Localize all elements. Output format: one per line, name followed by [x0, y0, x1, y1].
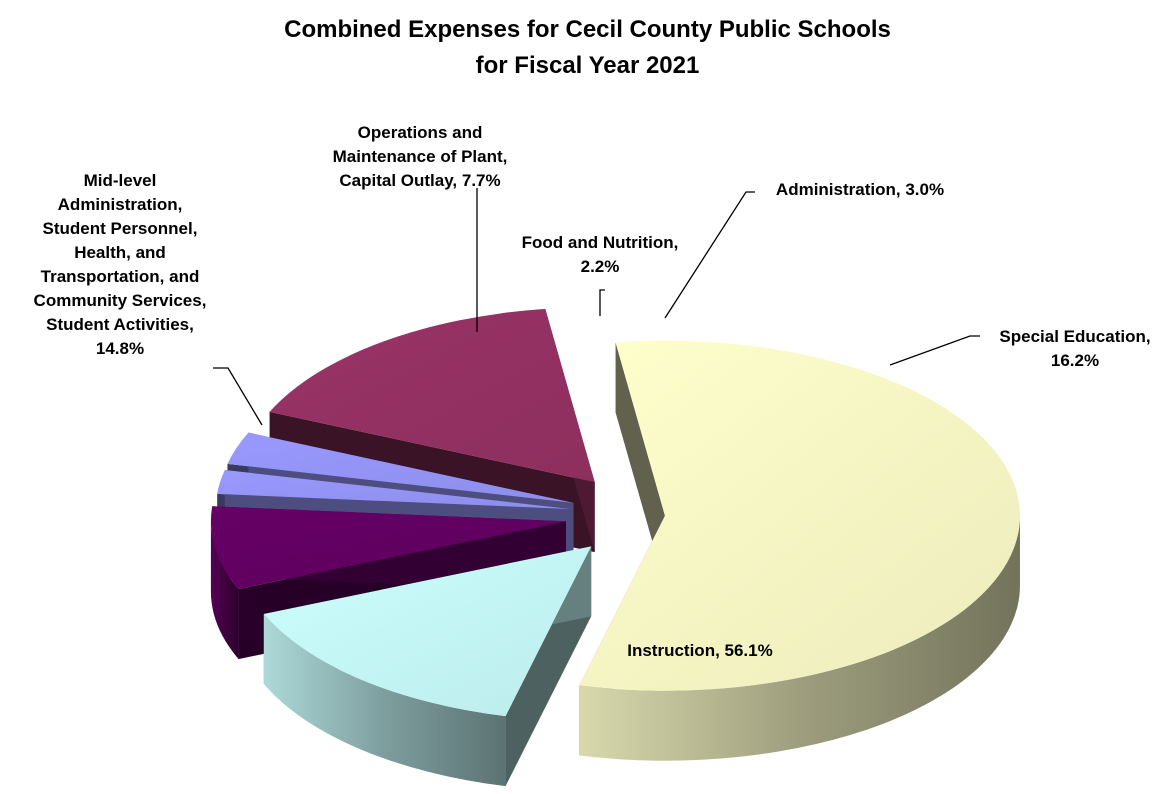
- slice-side: [210, 521, 239, 660]
- slice-instruction: [579, 340, 1020, 691]
- chart-title-line-2: for Fiscal Year 2021: [475, 52, 700, 79]
- data-label-line: Administration,: [58, 195, 183, 214]
- data-label-line: Capital Outlay, 7.7%: [339, 171, 500, 190]
- chart-title-line-1: Combined Expenses for Cecil County Publi…: [284, 16, 891, 43]
- data-label: Food and Nutrition, 2.2%: [522, 233, 679, 276]
- slice-food-and-nutrition: [217, 470, 571, 510]
- data-label: Instruction, 56.1%: [627, 641, 772, 660]
- leader-line: [213, 367, 263, 426]
- pie-sides: [210, 308, 1020, 787]
- data-label-line: Administration, 3.0%: [776, 180, 944, 199]
- data-label-line: Student Personnel,: [43, 219, 198, 238]
- data-label-line: Health, and: [74, 243, 166, 262]
- slice-special-education: [269, 308, 595, 483]
- data-label: Operations and Maintenance of Plant, Capit…: [333, 123, 508, 190]
- data-label-line: Community Services,: [34, 291, 207, 310]
- slice-side: [263, 614, 506, 787]
- data-label-line: Student Activities,: [46, 315, 194, 334]
- data-label-line: Instruction, 56.1%: [627, 641, 772, 660]
- slice-operations-and-maintenance-of-plant: [210, 506, 566, 590]
- leader-line: [889, 335, 980, 366]
- data-label-line: Maintenance of Plant,: [333, 147, 508, 166]
- data-label-line: Transportation, and: [41, 267, 200, 286]
- data-label-line: 14.8%: [96, 339, 144, 358]
- leader-line: [664, 191, 755, 319]
- data-label-line: Special Education,: [999, 327, 1150, 346]
- data-label: Mid-level Administration, Student Personne…: [34, 171, 207, 358]
- slice-wall: [615, 342, 665, 586]
- data-label: Administration, 3.0%: [776, 180, 944, 199]
- slice-mid-level-administration: [263, 546, 592, 717]
- leader-line: [599, 289, 605, 316]
- data-label-line: 2.2%: [581, 257, 620, 276]
- data-label: Special Education, 16.2%: [999, 327, 1150, 370]
- data-label-line: 16.2%: [1051, 351, 1099, 370]
- data-label-line: Operations and: [358, 123, 483, 142]
- data-label-line: Food and Nutrition,: [522, 233, 679, 252]
- data-label-line: Mid-level: [84, 171, 157, 190]
- chart-title: Combined Expenses for Cecil County Publi…: [0, 12, 1175, 84]
- slice-administration: [227, 432, 574, 503]
- slice-side: [579, 515, 1020, 761]
